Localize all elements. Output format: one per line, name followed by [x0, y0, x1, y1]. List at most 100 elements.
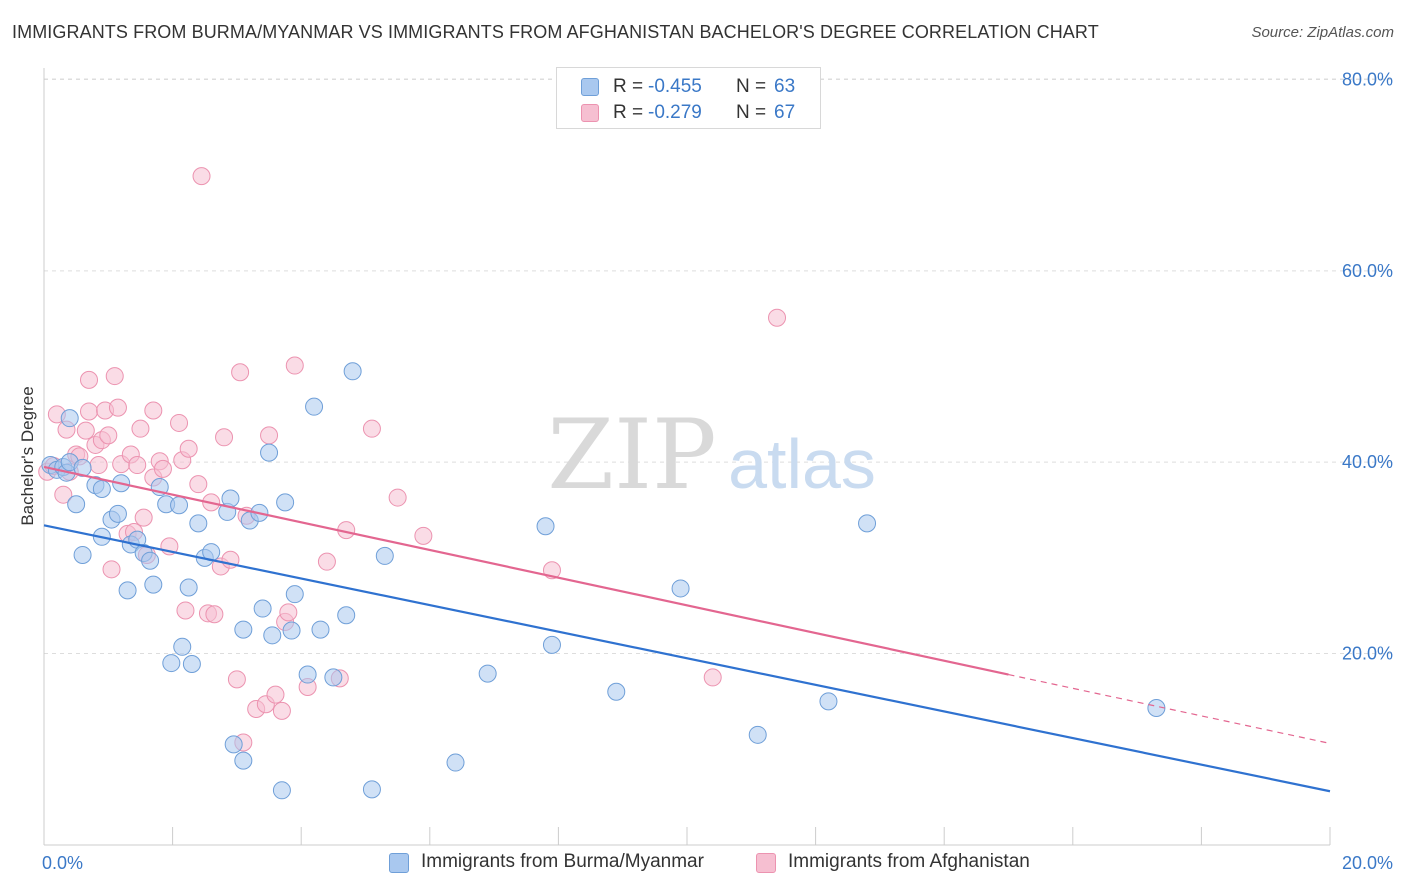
y-axis-label: Bachelor's Degree — [18, 386, 37, 526]
tick-labels: 20.0% 40.0% 60.0% 80.0% 0.0% 20.0% — [42, 70, 1393, 874]
data-point — [768, 308, 787, 327]
legend-n-value: 63 — [774, 76, 796, 97]
data-point — [231, 363, 250, 382]
data-point — [671, 579, 690, 598]
data-point — [182, 655, 201, 674]
data-point — [703, 668, 722, 687]
bottom-legend-swatch-blue — [389, 853, 409, 873]
data-point — [205, 605, 224, 624]
legend-swatch-pink — [581, 104, 599, 122]
data-point — [134, 508, 153, 527]
data-point — [162, 654, 181, 673]
data-point — [224, 735, 243, 754]
data-point — [176, 601, 195, 620]
data-point — [108, 504, 127, 523]
correlation-legend: R = -0.455 N = 63 R = -0.279 N = 67 — [556, 67, 821, 129]
legend-n-label: N = — [736, 76, 767, 97]
data-point — [414, 526, 433, 545]
data-point — [337, 606, 356, 625]
bottom-legend-label-afghanistan: Immigrants from Afghanistan — [788, 851, 1030, 872]
data-point — [189, 475, 208, 494]
data-point — [819, 692, 838, 711]
trend-line-afghanistan-extension — [1008, 673, 1331, 745]
data-point — [260, 426, 279, 445]
data-point — [234, 751, 253, 770]
data-point — [99, 426, 118, 445]
data-point — [54, 485, 73, 504]
data-point — [189, 514, 208, 533]
data-point — [89, 456, 108, 475]
data-point — [179, 578, 198, 597]
data-point — [92, 479, 111, 498]
data-point — [80, 370, 99, 389]
data-point — [285, 356, 304, 375]
x-tick-label: 20.0% — [1342, 853, 1393, 873]
y-tick-label: 80.0% — [1342, 70, 1393, 90]
y-tick-label: 60.0% — [1342, 261, 1393, 281]
data-point — [607, 682, 626, 701]
data-point — [73, 545, 92, 564]
y-tick-label: 40.0% — [1342, 452, 1393, 472]
x-tick-label: 0.0% — [42, 853, 83, 873]
data-point — [282, 621, 301, 640]
data-point — [179, 439, 198, 458]
data-point — [305, 397, 324, 416]
data-point — [276, 493, 295, 512]
data-point — [298, 665, 317, 684]
data-point — [362, 419, 381, 438]
data-point — [478, 664, 497, 683]
legend-n-label: N = — [736, 102, 767, 123]
legend-r-value: -0.455 — [648, 76, 702, 97]
legend-r-label: R = — [613, 102, 644, 123]
watermark: ZIP atlas — [547, 399, 876, 511]
data-point — [858, 514, 877, 533]
data-point — [170, 413, 189, 432]
data-point — [227, 670, 246, 689]
data-point — [260, 443, 279, 462]
data-point — [446, 753, 465, 772]
trend-line-afghanistan — [43, 465, 1009, 676]
data-point — [131, 419, 150, 438]
data-point — [128, 456, 147, 475]
data-point — [73, 458, 92, 477]
source-label: Source: ZipAtlas.com — [1251, 24, 1394, 41]
data-point — [234, 620, 253, 639]
watermark-atlas: atlas — [728, 425, 876, 503]
data-point — [375, 546, 394, 565]
legend-swatch-blue — [581, 78, 599, 96]
data-point — [144, 575, 163, 594]
data-point — [272, 701, 291, 720]
data-point — [324, 668, 343, 687]
chart-title: IMMIGRANTS FROM BURMA/MYANMAR VS IMMIGRA… — [12, 22, 1099, 42]
data-point — [105, 367, 124, 386]
bottom-legend-label-burma: Immigrants from Burma/Myanmar — [421, 851, 704, 872]
legend-r-label: R = — [613, 76, 644, 97]
data-point — [343, 362, 362, 381]
data-point — [102, 560, 121, 579]
data-point — [311, 620, 330, 639]
data-point — [536, 517, 555, 536]
data-point — [60, 409, 79, 428]
data-point — [266, 685, 285, 704]
data-point — [748, 725, 767, 744]
data-point — [141, 551, 160, 570]
data-point — [542, 635, 561, 654]
trend-line-burma — [43, 524, 1331, 793]
data-point — [173, 637, 192, 656]
data-point — [362, 780, 381, 799]
data-point — [279, 603, 298, 622]
legend-n-value: 67 — [774, 102, 796, 123]
data-point — [215, 428, 234, 447]
data-point — [170, 496, 189, 515]
axes — [43, 68, 1331, 846]
data-point — [285, 585, 304, 604]
data-point — [153, 459, 172, 478]
legend-r-value: -0.279 — [648, 102, 702, 123]
trend-lines — [43, 465, 1331, 793]
data-point — [317, 552, 336, 571]
watermark-zip: ZIP — [547, 399, 716, 511]
series-burma — [41, 362, 1166, 800]
data-point — [388, 488, 407, 507]
data-point — [144, 401, 163, 420]
